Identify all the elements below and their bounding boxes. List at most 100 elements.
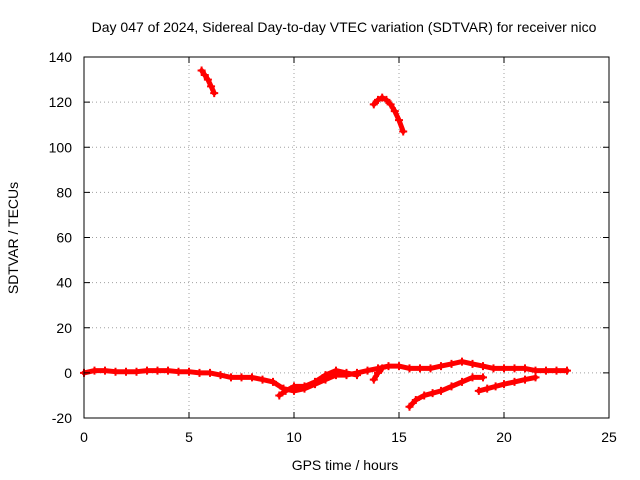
grid: [84, 57, 609, 418]
series-main-track: [80, 357, 571, 395]
chart-title: Day 047 of 2024, Sidereal Day-to-day VTE…: [92, 19, 597, 35]
series-dip-branch: [275, 366, 361, 400]
data-point: [207, 82, 216, 91]
data-point: [153, 366, 162, 375]
data-point: [369, 375, 378, 384]
data-point: [491, 382, 500, 391]
data-point: [281, 386, 290, 395]
data-point: [521, 364, 529, 373]
data-point: [122, 367, 130, 376]
data-point: [174, 367, 183, 376]
series-group: [80, 66, 571, 411]
plot-frame: [83, 56, 610, 419]
data-point: [426, 364, 435, 373]
x-tick-label: 10: [286, 429, 302, 445]
data-point: [353, 371, 361, 380]
y-tick-label: 140: [49, 49, 73, 65]
y-tick-label: 40: [56, 275, 72, 291]
x-tick-label: 0: [80, 429, 88, 445]
data-point: [428, 389, 437, 398]
data-point: [437, 386, 445, 395]
y-tick-label: 120: [49, 94, 73, 110]
data-point: [437, 362, 445, 371]
y-tick-label: 80: [56, 184, 72, 200]
data-point: [510, 364, 519, 373]
data-point: [468, 373, 477, 382]
data-point: [311, 377, 319, 386]
y-tick-label: 0: [64, 365, 72, 381]
data-point: [90, 366, 99, 375]
series-line: [407, 374, 486, 410]
x-tick-label: 15: [391, 429, 407, 445]
data-point: [382, 95, 391, 104]
data-point: [447, 382, 456, 391]
data-point: [203, 75, 212, 84]
data-point: [195, 368, 204, 377]
data-point: [342, 368, 351, 377]
data-point: [521, 375, 529, 384]
x-axis-label: GPS time / hours: [292, 457, 399, 473]
data-point: [275, 391, 284, 400]
data-point: [132, 367, 141, 376]
data-point: [458, 377, 466, 386]
ticks: 0 5 10 15 20 25 -20 0 20 40 60 80 100 120 140: [49, 49, 617, 445]
data-point: [411, 395, 420, 404]
data-point: [458, 357, 466, 366]
series-arc-near-14h: [369, 93, 408, 136]
data-point: [500, 380, 508, 389]
data-point: [237, 373, 246, 382]
data-point: [248, 373, 256, 382]
y-tick-label: -20: [52, 410, 72, 426]
data-point: [384, 362, 393, 371]
data-point: [500, 364, 508, 373]
data-point: [164, 366, 172, 375]
data-point: [399, 127, 408, 136]
data-point: [531, 373, 540, 382]
data-point: [405, 402, 414, 411]
data-point: [200, 71, 209, 80]
data-point: [374, 368, 382, 377]
data-point: [552, 366, 561, 375]
y-axis-label: SDTVAR / TECUs: [5, 182, 21, 294]
data-point: [185, 367, 193, 376]
data-point: [474, 386, 483, 395]
series-arc-near-6h: [197, 66, 219, 98]
y-tick-label: 60: [56, 230, 72, 246]
data-point: [510, 377, 519, 386]
data-point: [206, 368, 214, 377]
data-point: [321, 371, 330, 380]
data-point: [143, 366, 151, 375]
y-tick-label: 100: [49, 139, 73, 155]
data-point: [395, 116, 403, 125]
data-point: [269, 377, 277, 386]
data-point: [542, 366, 550, 375]
data-point: [420, 391, 429, 400]
data-point: [101, 366, 109, 375]
x-tick-label: 5: [185, 429, 193, 445]
data-point: [479, 362, 487, 371]
data-point: [390, 107, 399, 116]
data-point: [363, 366, 372, 375]
data-point: [290, 382, 298, 391]
data-point: [111, 367, 120, 376]
data-point: [483, 384, 492, 393]
series-branch-from-19h: [474, 373, 540, 395]
series-branch-from-15.5h: [405, 373, 487, 411]
data-point: [479, 373, 487, 382]
data-point: [468, 359, 477, 368]
data-point: [531, 366, 540, 375]
data-point: [378, 93, 387, 102]
data-point: [300, 382, 309, 391]
data-point: [405, 364, 414, 373]
data-point: [563, 366, 571, 375]
data-point: [378, 364, 387, 373]
data-point: [395, 362, 403, 371]
data-point: [216, 371, 225, 380]
data-point: [227, 373, 235, 382]
data-point: [447, 359, 456, 368]
data-point: [416, 364, 424, 373]
data-point: [489, 364, 498, 373]
data-point: [258, 375, 267, 384]
x-tick-label: 20: [496, 429, 512, 445]
